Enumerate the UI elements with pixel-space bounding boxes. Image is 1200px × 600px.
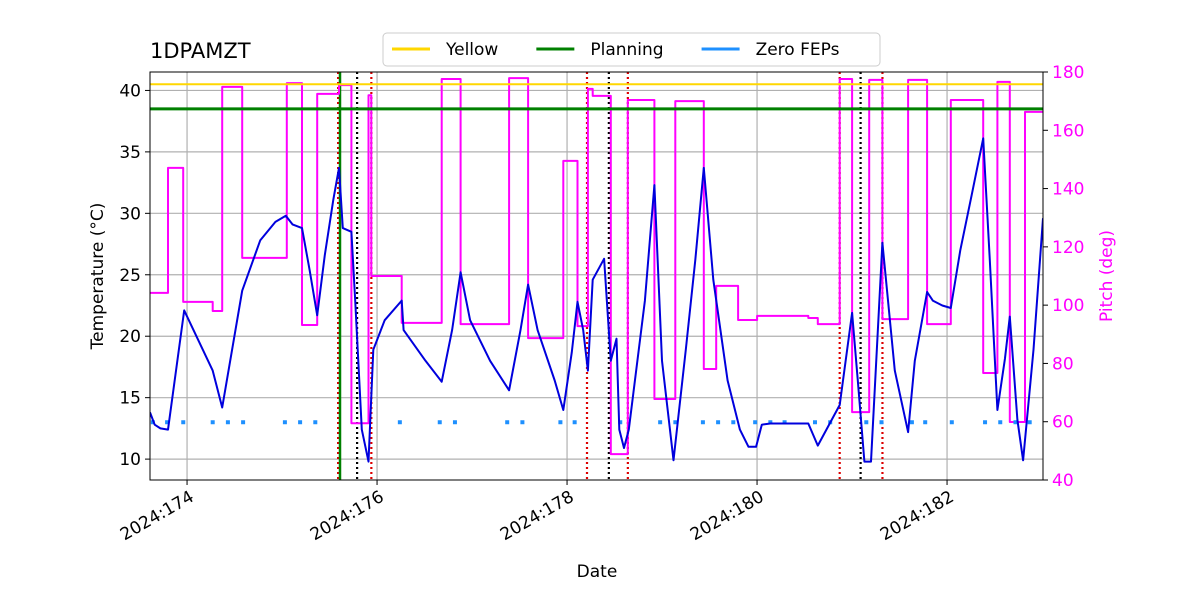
legend-box	[382, 32, 881, 67]
fep-dot	[298, 420, 303, 425]
legend-label: Zero FEPs	[756, 40, 840, 60]
fep-dot	[983, 420, 988, 425]
fep-dot	[782, 420, 787, 425]
pitch-line	[150, 77, 1043, 456]
fep-dot	[813, 420, 817, 425]
fep-dot	[700, 420, 705, 425]
fep-dot	[909, 420, 914, 425]
y-tick-label: 10	[119, 450, 141, 470]
y2-tick-label: 180	[1052, 63, 1084, 83]
fep-dot	[520, 420, 525, 425]
chart-title: 1DPAMZT	[150, 39, 251, 63]
fep-dot	[1027, 420, 1032, 425]
fep-dot	[241, 420, 246, 425]
fep-dot	[768, 420, 773, 425]
fep-dot	[731, 420, 736, 425]
y2-tick-label: 120	[1052, 238, 1084, 258]
fep-dot	[282, 420, 287, 425]
fep-dot	[923, 420, 928, 425]
fep-dot	[397, 420, 402, 425]
y-tick-label: 40	[119, 81, 141, 101]
y-tick-label: 20	[119, 327, 141, 347]
legend: Yellow Planning Zero FEPs	[392, 40, 840, 60]
y2-tick-label: 140	[1052, 180, 1084, 200]
y2-tick-label: 60	[1052, 413, 1074, 433]
y2-axis-label: Pitch (deg)	[1097, 230, 1117, 322]
plot-area	[150, 72, 1043, 480]
fep-dot	[998, 420, 1003, 425]
y-tick-label: 15	[119, 389, 141, 409]
fep-dot	[225, 420, 230, 425]
fep-dot	[753, 420, 758, 425]
y2-tick-label: 100	[1052, 296, 1084, 316]
legend-label: Planning	[590, 40, 663, 60]
fep-dot	[1013, 420, 1018, 425]
fep-dot	[452, 420, 457, 425]
fep-dot	[864, 420, 869, 425]
fep-dot	[210, 420, 215, 425]
y-tick-label: 35	[119, 143, 141, 163]
y-tick-label: 30	[119, 204, 141, 224]
axes-frame	[149, 71, 1044, 481]
temperature-line	[150, 137, 1043, 463]
fep-dot	[673, 420, 678, 425]
fep-dot	[165, 420, 170, 425]
fep-dot	[879, 420, 884, 425]
x-axis-label: Date	[577, 562, 618, 582]
fep-dot	[716, 420, 721, 425]
grid	[150, 72, 1043, 480]
fep-dot	[558, 420, 563, 425]
fep-dot	[505, 420, 510, 425]
y2-tick-label: 160	[1052, 121, 1084, 141]
y2-tick-label: 80	[1052, 354, 1074, 374]
fep-dot	[181, 420, 186, 425]
y2-tick-label: 40	[1052, 471, 1074, 491]
y-tick-label: 25	[119, 266, 141, 286]
fep-dot	[658, 420, 663, 425]
legend-label: Yellow	[445, 40, 498, 60]
fep-dot	[949, 420, 954, 425]
fep-dot	[313, 420, 318, 425]
fep-dot	[437, 420, 442, 425]
y-axis-label: Temperature (°C)	[88, 203, 108, 351]
fep-dot	[618, 420, 623, 425]
fep-dot	[572, 420, 577, 425]
